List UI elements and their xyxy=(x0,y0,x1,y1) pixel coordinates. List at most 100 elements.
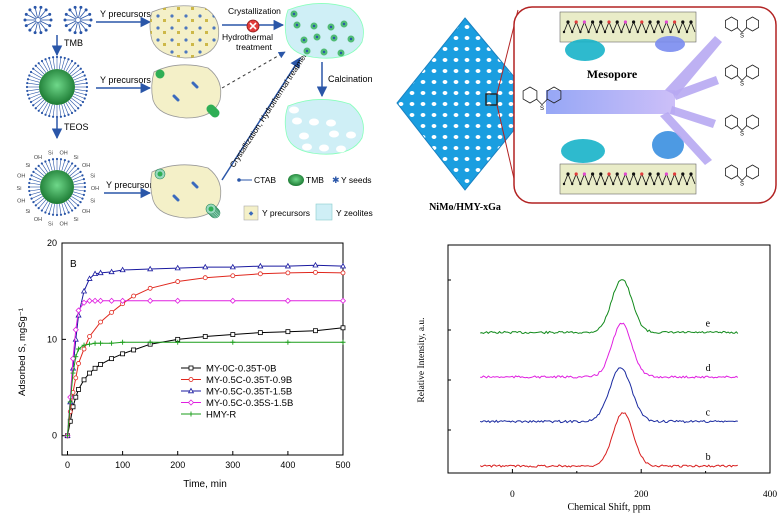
mesopore-illustration: NiMo/HMY-xGa Mesopore S S S S S xyxy=(396,6,777,213)
series-line xyxy=(67,341,343,436)
sulfur-atom-label: S xyxy=(540,106,544,112)
data-point xyxy=(285,339,291,345)
label-y-prec-3: Y precursors xyxy=(106,180,157,190)
data-point xyxy=(312,261,319,268)
data-point xyxy=(65,433,71,439)
nmr-spectra: e d c b xyxy=(479,279,739,468)
legend-entry: HMY-R xyxy=(181,410,236,421)
data-point xyxy=(147,285,153,291)
data-point xyxy=(257,262,264,269)
precursor-panel-2-dots xyxy=(155,69,220,118)
data-point xyxy=(188,411,194,417)
data-point xyxy=(202,263,209,270)
svg-text:Si: Si xyxy=(25,163,30,169)
precursor-panel-3-dots xyxy=(154,168,221,219)
active-site-bottom-right xyxy=(652,131,684,159)
zeolite-panel-1-dots xyxy=(290,10,355,57)
data-point xyxy=(188,377,194,382)
nmr-x-tick-label: 400 xyxy=(763,490,778,500)
legend-label: MY-0.5C-0.35T-0.9B xyxy=(206,375,292,386)
data-point xyxy=(109,309,114,315)
legend-entry: MY-0.5C-0.35T-1.5B xyxy=(181,387,292,398)
dashed-arrow xyxy=(221,51,286,89)
nmr-series-label: b xyxy=(706,452,711,463)
data-point xyxy=(72,326,79,333)
data-point xyxy=(285,329,291,335)
legend-ctab: CTAB xyxy=(254,175,276,185)
nmr-x-tick-label: 200 xyxy=(634,490,649,500)
precursor-panel-2 xyxy=(151,64,222,119)
nmr-series-label: e xyxy=(706,319,711,330)
series-lines xyxy=(64,261,347,439)
x-tick-label: 0 xyxy=(65,460,70,470)
data-point xyxy=(87,370,92,376)
svg-text:OH: OH xyxy=(91,186,99,192)
svg-text:OH: OH xyxy=(17,174,25,180)
label-teos: TEOS xyxy=(64,122,89,132)
svg-text:Si: Si xyxy=(25,209,30,215)
data-point xyxy=(230,332,236,337)
axis-ticks: 0 100 200 300 400 500 0 10 20 xyxy=(47,238,351,470)
nmr-spectrum-line xyxy=(480,367,738,424)
zeolite-panel-1 xyxy=(284,3,364,59)
label-y-prec-1: Y precursors xyxy=(100,9,151,19)
svg-text:Si: Si xyxy=(48,151,53,157)
data-point xyxy=(147,339,153,345)
legend-label: MY-0.5C-0.35S-1.5B xyxy=(206,398,293,409)
data-point xyxy=(98,340,104,346)
svg-text:Si: Si xyxy=(90,174,95,180)
label-calcination: Calcination xyxy=(328,74,373,84)
legend-y-precursors: Y precursors xyxy=(262,208,310,218)
legend-entry: MY-0.5C-0.35T-0.9B xyxy=(181,375,292,386)
nmr-y-axis-label: Relative Intensity, a.u. xyxy=(417,317,427,402)
dibenzothiophene-molecule: S xyxy=(725,16,759,39)
data-point xyxy=(174,297,181,304)
legend-entry: MY-0.5C-0.35S-1.5B xyxy=(181,398,293,409)
catalyst-diamond xyxy=(396,17,537,191)
legend-entry: MY-0C-0.35T-0B xyxy=(181,364,276,375)
data-point xyxy=(313,269,318,275)
data-point xyxy=(81,377,87,383)
x-tick-label: 500 xyxy=(335,460,350,470)
data-point xyxy=(75,307,82,314)
pore-wall-bottom-lattice xyxy=(562,172,696,186)
nmr-series-b: b xyxy=(479,412,738,468)
catalyst-label: NiMo/HMY-xGa xyxy=(429,202,501,213)
data-point xyxy=(70,370,76,376)
legend-label: MY-0.5C-0.35T-1.5B xyxy=(206,387,292,398)
data-point xyxy=(202,334,208,339)
data-point xyxy=(230,339,236,345)
data-point xyxy=(109,356,114,362)
svg-text:Si: Si xyxy=(74,217,79,223)
x-tick-label: 300 xyxy=(225,460,240,470)
y-tick-label: 20 xyxy=(47,238,57,248)
data-point xyxy=(97,297,104,304)
micelle-icon xyxy=(63,5,93,35)
nmr-spectrum-line xyxy=(479,412,738,468)
legend-label: MY-0C-0.35T-0B xyxy=(206,364,276,375)
data-point xyxy=(313,328,318,334)
x-tick-label: 100 xyxy=(115,460,130,470)
scheme-legend: CTAB TMB ✱ Y seeds ◆ Y precursors Y zeol… xyxy=(237,174,373,221)
data-point xyxy=(285,270,291,276)
series-MY-0C-0.35T-0B xyxy=(65,325,346,439)
data-point xyxy=(73,354,79,360)
data-point xyxy=(86,275,93,281)
data-point xyxy=(340,339,346,345)
adsorption-chart: B 0 100 200 300 400 500 0 10 20 Time, min Adsorb… xyxy=(17,238,351,490)
arrow-diagonal xyxy=(221,57,301,181)
nmr-chart: 0 200 400 e d c b Chemical Shift, ppm Relativ… xyxy=(417,244,778,513)
plot-frame xyxy=(61,242,344,456)
pore-label: Mesopore xyxy=(587,67,638,81)
data-point xyxy=(229,263,236,270)
data-point xyxy=(76,346,82,352)
data-point xyxy=(87,341,93,347)
data-point xyxy=(87,334,92,339)
svg-text:Si: Si xyxy=(90,198,95,204)
data-point xyxy=(80,299,88,306)
y-tick-label: 10 xyxy=(47,334,57,344)
svg-text:OH: OH xyxy=(82,163,90,169)
label-crystallization: Crystallization xyxy=(228,6,281,16)
